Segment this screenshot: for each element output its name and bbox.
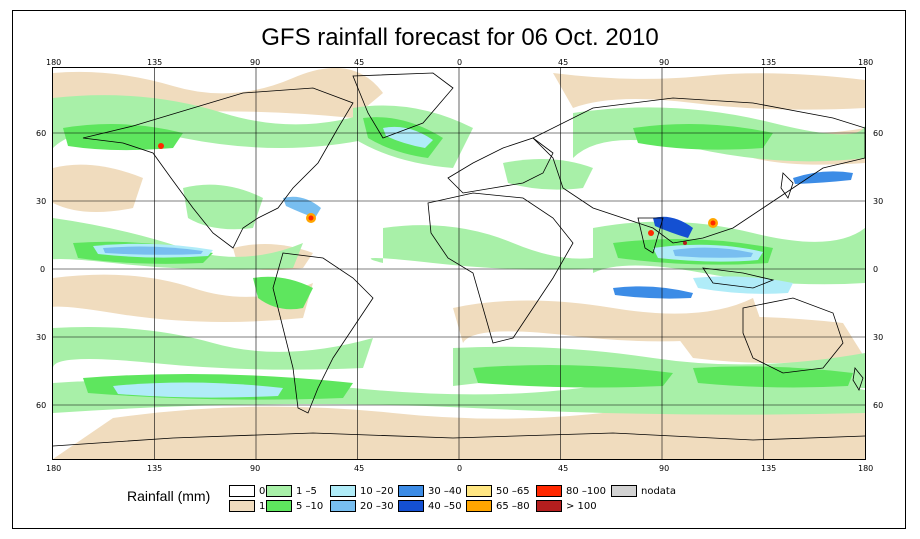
legend-label: 80 –100 xyxy=(566,486,606,497)
lon-label-top: 135 xyxy=(761,58,777,67)
lon-label-top: 180 xyxy=(46,58,62,67)
legend-swatch xyxy=(330,485,356,497)
legend-swatch xyxy=(266,500,292,512)
legend-swatch xyxy=(398,485,424,497)
lat-label-right: 60 xyxy=(873,401,884,410)
lon-label-bottom: 135 xyxy=(761,464,777,473)
lon-label-bottom: 90 xyxy=(659,464,670,473)
rain-40-50-areas xyxy=(653,216,693,238)
lon-label-top: 90 xyxy=(659,58,670,67)
lon-label-bottom: 90 xyxy=(250,464,261,473)
legend-label: 1 –5 xyxy=(296,486,317,497)
legend-label: 65 –80 xyxy=(496,501,530,512)
graticule xyxy=(53,68,865,459)
lat-label-left: 0 xyxy=(40,265,46,274)
legend-label: 20 –30 xyxy=(360,501,394,512)
figure-frame xyxy=(12,10,906,529)
lat-label-right: 0 xyxy=(873,265,879,274)
legend-label: > 100 xyxy=(566,501,597,512)
lon-label-bottom: 45 xyxy=(354,464,365,473)
legend-label: 1 xyxy=(259,501,266,512)
lon-label-top: 90 xyxy=(250,58,261,67)
lon-label-bottom: 135 xyxy=(147,464,163,473)
legend-swatch xyxy=(466,500,492,512)
lat-label-right: 30 xyxy=(873,197,884,206)
lat-label-left: 30 xyxy=(36,333,47,342)
legend-swatch xyxy=(229,485,255,497)
legend-swatch xyxy=(536,485,562,497)
legend-label: 50 –65 xyxy=(496,486,530,497)
legend-swatch xyxy=(398,500,424,512)
legend-swatch xyxy=(466,485,492,497)
lon-label-bottom: 180 xyxy=(858,464,874,473)
legend-swatch xyxy=(536,500,562,512)
lon-label-bottom: 0 xyxy=(457,464,463,473)
lon-label-top: 45 xyxy=(558,58,569,67)
legend-label: 0 xyxy=(259,486,266,497)
legend-title: Rainfall (mm) xyxy=(127,488,211,504)
lon-label-top: 0 xyxy=(457,58,463,67)
rainfall-map xyxy=(52,67,866,460)
rain-heavy-cores xyxy=(158,143,718,245)
rainfall-map-svg xyxy=(53,68,865,459)
lat-label-left: 30 xyxy=(36,197,47,206)
legend-label: 30 –40 xyxy=(428,486,462,497)
coastlines xyxy=(53,72,865,447)
lat-label-right: 60 xyxy=(873,129,884,138)
lon-label-top: 180 xyxy=(858,58,874,67)
lat-label-left: 60 xyxy=(36,401,47,410)
rain-20-30-areas xyxy=(103,196,753,258)
lat-label-left: 60 xyxy=(36,129,47,138)
legend-swatch xyxy=(266,485,292,497)
lat-label-right: 30 xyxy=(873,333,884,342)
legend-label: 10 –20 xyxy=(360,486,394,497)
legend-label: 40 –50 xyxy=(428,501,462,512)
map-title: GFS rainfall forecast for 06 Oct. 2010 xyxy=(261,24,659,51)
legend-swatch xyxy=(330,500,356,512)
lon-label-bottom: 45 xyxy=(558,464,569,473)
legend-label: nodata xyxy=(641,486,676,497)
legend-label: 5 –10 xyxy=(296,501,324,512)
lon-label-top: 135 xyxy=(147,58,163,67)
lon-label-top: 45 xyxy=(354,58,365,67)
legend-swatch xyxy=(229,500,255,512)
rain-30-40-areas xyxy=(613,171,853,299)
legend-swatch xyxy=(611,485,637,497)
lon-label-bottom: 180 xyxy=(46,464,62,473)
